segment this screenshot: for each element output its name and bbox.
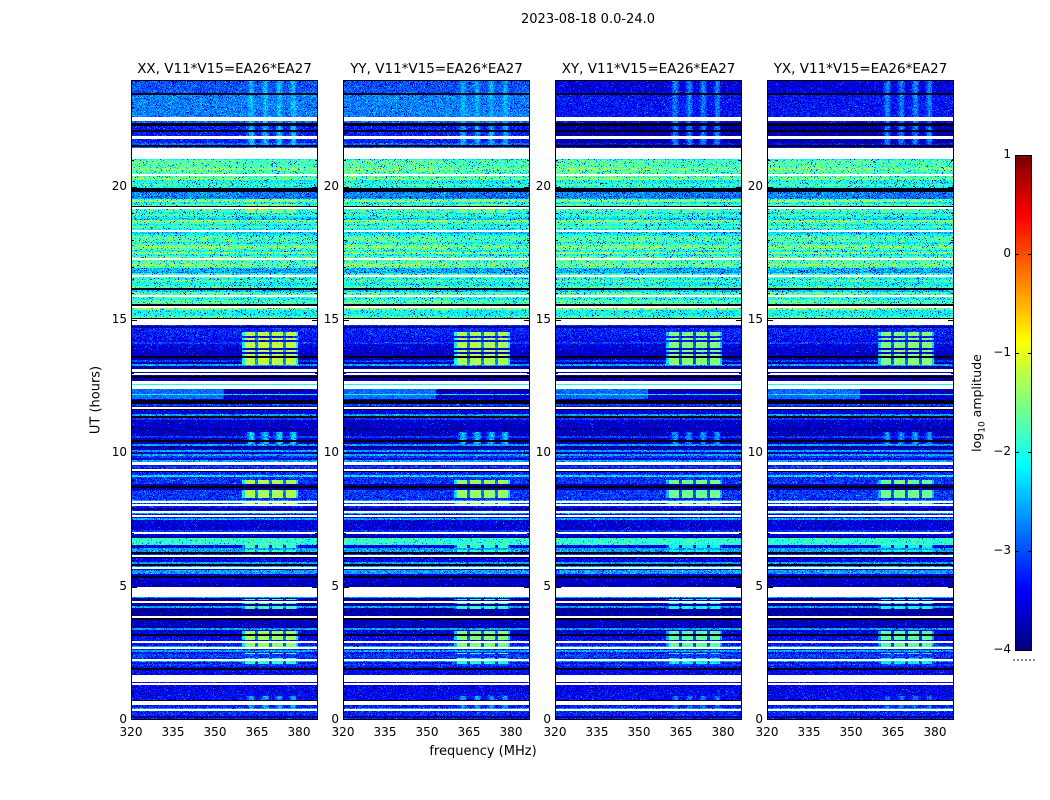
x-tick-label: 365: [245, 725, 269, 739]
x-tick-label: 380: [499, 725, 523, 739]
x-tick-label: 365: [669, 725, 693, 739]
colorbar-tick-label: 1: [1003, 147, 1011, 161]
y-tick-label: 10: [323, 445, 339, 460]
y-tick-label: 10: [747, 445, 763, 460]
y-tick-label: 5: [755, 578, 763, 593]
heatmap-panel-yx: [767, 80, 954, 720]
colorbar-label-post: amplitude: [968, 354, 984, 422]
x-tick-label: 320: [543, 725, 567, 739]
y-tick-label: 10: [111, 445, 127, 460]
y-tick-label: 5: [119, 578, 127, 593]
x-tick-label: 350: [415, 725, 439, 739]
heatmap-panel-xx: [131, 80, 318, 720]
figure-title: 2023-08-18 0.0-24.0: [521, 12, 655, 27]
colorbar-tick-label: −3: [993, 543, 1011, 557]
y-tick-label: 20: [111, 178, 127, 193]
y-tick-label: 15: [535, 312, 551, 326]
y-tick-label: 20: [535, 178, 551, 193]
y-tick-label: 0: [119, 712, 127, 726]
colorbar-tick-label: −4: [993, 642, 1011, 656]
x-tick-label: 335: [797, 725, 821, 739]
colorbar-tick-label: −1: [993, 345, 1011, 359]
colorbar: [1015, 155, 1032, 651]
y-tick-label: 10: [535, 445, 551, 460]
x-tick-label: 335: [161, 725, 185, 739]
x-tick-label: 350: [627, 725, 651, 739]
colorbar-label-sub: 10: [977, 421, 988, 433]
panel-title-yx: YX, V11*V15=EA26*EA27: [773, 61, 948, 77]
x-tick-label: 380: [287, 725, 311, 739]
x-tick-label: 365: [881, 725, 905, 739]
x-tick-label: 350: [203, 725, 227, 739]
x-tick-label: 320: [119, 725, 143, 739]
y-tick-label: 15: [747, 312, 763, 326]
colorbar-tick-label: −2: [993, 444, 1011, 458]
colorbar-label-pre: log: [968, 432, 984, 452]
x-tick-label: 320: [331, 725, 355, 739]
colorbar-label: log10 amplitude: [969, 354, 988, 452]
x-axis-label: frequency (MHz): [429, 744, 537, 759]
x-tick-label: 380: [711, 725, 735, 739]
colorbar-end-dots: [1013, 659, 1035, 661]
y-tick-label: 20: [747, 178, 763, 193]
x-tick-label: 320: [755, 725, 779, 739]
y-tick-label: 15: [111, 312, 127, 326]
x-tick-label: 335: [373, 725, 397, 739]
y-tick-label: 15: [323, 312, 339, 326]
heatmap-panel-xy: [555, 80, 742, 720]
x-tick-label: 380: [923, 725, 947, 739]
y-tick-label: 0: [331, 712, 339, 726]
y-axis-label: UT (hours): [88, 365, 104, 435]
heatmap-panel-yy: [343, 80, 530, 720]
x-tick-label: 365: [457, 725, 481, 739]
panel-title-yy: YY, V11*V15=EA26*EA27: [350, 61, 523, 77]
y-tick-label: 5: [543, 578, 551, 593]
panel-title-xy: XY, V11*V15=EA26*EA27: [561, 61, 736, 77]
y-tick-label: 0: [543, 712, 551, 726]
y-tick-label: 5: [331, 578, 339, 593]
panel-title-xx: XX, V11*V15=EA26*EA27: [137, 61, 312, 77]
x-tick-label: 335: [585, 725, 609, 739]
y-tick-label: 20: [323, 178, 339, 193]
x-tick-label: 350: [839, 725, 863, 739]
colorbar-tick-label: 0: [1003, 246, 1011, 260]
y-tick-label: 0: [755, 712, 763, 726]
